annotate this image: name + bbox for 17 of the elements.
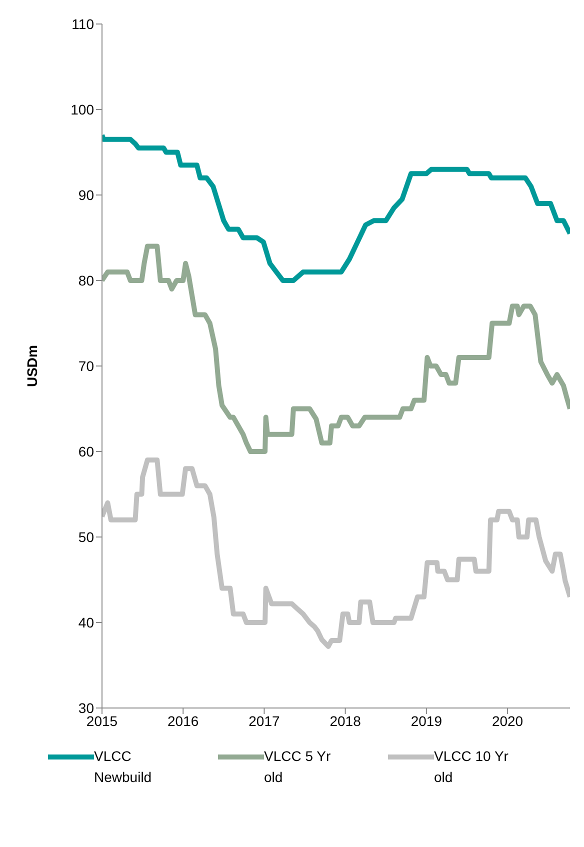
- x-tick-label: 2016: [168, 712, 199, 729]
- y-tick-label: 90: [78, 186, 94, 203]
- legend-label: VLCC 10 Yr old: [434, 747, 510, 787]
- legend-label: VLCC Newbuild: [94, 747, 153, 787]
- y-tick-label: 60: [78, 443, 94, 460]
- y-tick-label: 100: [70, 101, 94, 118]
- x-tick-label: 2020: [492, 712, 524, 729]
- y-tick-label: 50: [78, 528, 94, 545]
- x-tick-label: 2018: [330, 712, 362, 729]
- y-tick-label: 110: [72, 16, 94, 32]
- y-tick-label: 80: [78, 272, 94, 288]
- y-tick-label: 40: [78, 614, 94, 630]
- x-tick-label: 2019: [410, 712, 442, 729]
- y-axis-title: USDm: [24, 344, 40, 388]
- y-tick-label: 70: [78, 358, 94, 374]
- x-tick-label: 2017: [248, 712, 280, 729]
- legend-label: VLCC 5 Yr old: [264, 747, 332, 787]
